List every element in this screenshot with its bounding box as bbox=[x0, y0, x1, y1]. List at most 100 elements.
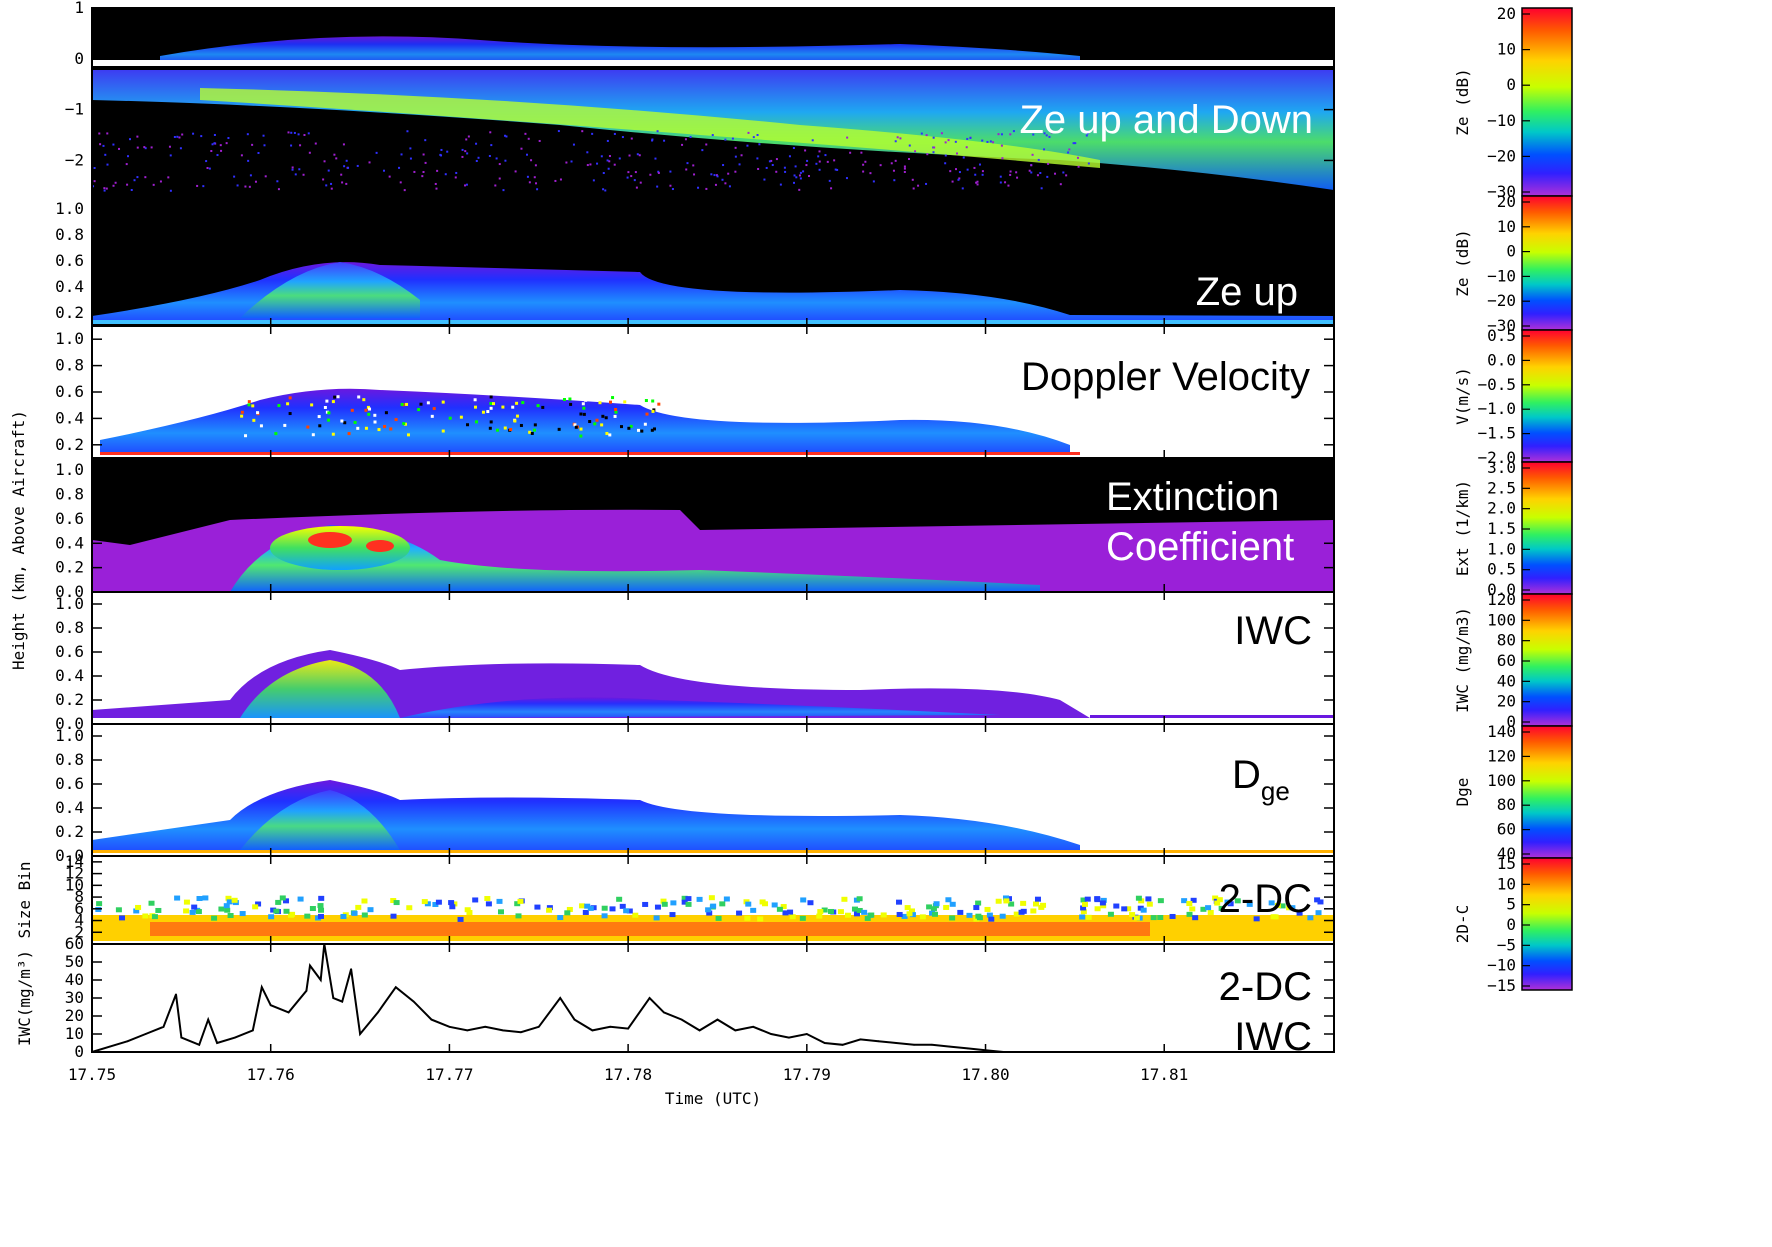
iwc-point bbox=[573, 1018, 576, 1021]
panel-overlay-label: 2-DC bbox=[1219, 877, 1312, 921]
x-tick-label: 17.75 bbox=[68, 1065, 116, 1084]
panel-overlay-label: IWC bbox=[1234, 1015, 1312, 1059]
y-tick-label: 30 bbox=[65, 988, 84, 1007]
y-tick-label: 12 bbox=[65, 864, 84, 883]
colorbar-tick-label: −30 bbox=[1487, 182, 1516, 201]
colorbar-label: Ze (dB) bbox=[1453, 68, 1472, 135]
heatmap-image bbox=[92, 895, 1334, 941]
colorbar-gradient bbox=[1521, 857, 1573, 991]
overlay-label-text: Ze up and Down bbox=[1019, 98, 1313, 142]
y-tick-label: 10 bbox=[65, 875, 84, 894]
y-tick-label: 1.0 bbox=[55, 329, 84, 348]
panel-overlay-label: 2-DC bbox=[1219, 965, 1312, 1009]
colorbar-1: 20 10 0 −10 −20 −30 Ze (dB) bbox=[1453, 4, 1573, 201]
colorbar-tick-label: 60 bbox=[1497, 651, 1516, 670]
iwc-point bbox=[877, 1040, 880, 1043]
y-tick-label: 0.8 bbox=[55, 225, 84, 244]
y-tick-label: 0.6 bbox=[55, 251, 84, 270]
colorbar-tick-label: −0.5 bbox=[1477, 375, 1516, 394]
heatmap-image bbox=[92, 262, 1334, 324]
x-tick-label: 17.77 bbox=[425, 1065, 473, 1084]
y-tick-label: 6 bbox=[74, 899, 84, 918]
colorbar-tick-label: −2.0 bbox=[1477, 448, 1516, 467]
iwc-point bbox=[859, 1038, 862, 1041]
iwc-point bbox=[234, 1036, 236, 1039]
x-axis-title: Time (UTC) bbox=[665, 1089, 761, 1108]
y-tick-label: 1.0 bbox=[55, 199, 84, 218]
heatmap-image bbox=[92, 780, 1334, 853]
colorbar-tick-label: 100 bbox=[1487, 610, 1516, 629]
panel-overlay-label: Dge bbox=[1232, 753, 1290, 806]
colorbar-2: 20 10 0 −10 −20 −30 Ze (dB) bbox=[1453, 192, 1573, 335]
colorbar-tick-label: 0.5 bbox=[1487, 326, 1516, 345]
colorbar-gradient bbox=[1521, 725, 1573, 859]
y-tick-label: 0.6 bbox=[55, 642, 84, 661]
overlay-label-text: 2-DC bbox=[1219, 877, 1312, 921]
colorbar-label: Ze (dB) bbox=[1453, 229, 1472, 296]
panel-y-axis-title: Size Bin bbox=[15, 861, 34, 938]
overlay-label-text: Ze up bbox=[1196, 270, 1298, 314]
colorbar-3: 0.5 0.0 −0.5 −1.0 −1.5 −2.0 V(m/s) bbox=[1453, 326, 1573, 467]
colorbar-tick-label: −20 bbox=[1487, 291, 1516, 310]
iwc-point bbox=[287, 1011, 290, 1014]
y-tick-label: 0.4 bbox=[55, 666, 84, 685]
overlay-label-text: D bbox=[1232, 753, 1261, 797]
y-tick-label: 20 bbox=[65, 1006, 84, 1025]
iwc-point bbox=[841, 1043, 844, 1046]
iwc-point bbox=[269, 1004, 272, 1007]
colorbar-tick-label: −1.5 bbox=[1477, 424, 1516, 443]
iwc-point bbox=[966, 1047, 969, 1050]
iwc-point bbox=[716, 1018, 719, 1021]
colorbar-tick-label: 80 bbox=[1497, 631, 1516, 650]
y-tick-label: 0.4 bbox=[55, 408, 84, 427]
iwc-point bbox=[770, 1033, 772, 1035]
y-tick-label: 0.0 bbox=[55, 582, 84, 601]
colorbar-tick-label: 0.0 bbox=[1487, 350, 1516, 369]
y-tick-label: 0.0 bbox=[55, 714, 84, 733]
iwc-point bbox=[207, 1018, 210, 1021]
iwc-point bbox=[162, 1025, 165, 1028]
heatmap-image bbox=[100, 388, 1080, 455]
colorbar-tick-label: 0.5 bbox=[1487, 560, 1516, 579]
colorbar-6: 140 120 100 80 60 40 Dge bbox=[1453, 722, 1573, 863]
y-tick-label: 40 bbox=[65, 970, 84, 989]
y-tick-label: 0.4 bbox=[55, 277, 84, 296]
iwc-point bbox=[350, 968, 353, 971]
panel-4: 1.0 0.8 0.6 0.4 0.2 0.0 bbox=[55, 457, 1335, 601]
iwc-point bbox=[412, 1000, 415, 1003]
iwc-point bbox=[609, 1025, 612, 1028]
panel-overlay-label: Ze up bbox=[1196, 270, 1298, 314]
iwc-point bbox=[430, 1018, 433, 1021]
colorbar-tick-label: 2.5 bbox=[1487, 478, 1516, 497]
iwc-point bbox=[537, 1025, 540, 1028]
y-tick-label: 1.0 bbox=[55, 460, 84, 479]
y-tick-label: 0.8 bbox=[55, 750, 84, 769]
colorbar-tick-label: 20 bbox=[1497, 692, 1516, 711]
y-tick-label: 50 bbox=[65, 952, 84, 971]
iwc-point bbox=[251, 1029, 254, 1032]
iwc-point bbox=[931, 1043, 933, 1046]
y-tick-label: 0.0 bbox=[55, 846, 84, 865]
y-tick-label: 0.8 bbox=[55, 356, 84, 375]
iwc-point bbox=[126, 1040, 129, 1043]
y-tick-label: 0.2 bbox=[55, 822, 84, 841]
shared-y-axis-title: Height (km, Above Aircraft) bbox=[9, 410, 28, 670]
colorbar-tick-label: 0.0 bbox=[1487, 580, 1516, 599]
iwc-point bbox=[559, 997, 562, 999]
colorbar-tick-label: 120 bbox=[1487, 746, 1516, 765]
y-tick-label: 60 bbox=[65, 934, 84, 953]
x-tick-label: 17.81 bbox=[1140, 1065, 1188, 1084]
iwc-point bbox=[466, 1029, 469, 1032]
iwc-point bbox=[752, 1025, 755, 1028]
iwc-point bbox=[305, 989, 308, 992]
colorbar-tick-label: −10 bbox=[1487, 956, 1516, 975]
y-tick-label: 0.2 bbox=[55, 558, 84, 577]
panel-background bbox=[92, 944, 1334, 1052]
colorbar-tick-label: 15 bbox=[1497, 854, 1516, 873]
y-tick-label: 1.0 bbox=[55, 594, 84, 613]
panel-overlay-label: Ze up and Down bbox=[1019, 98, 1313, 142]
iwc-point bbox=[591, 1029, 594, 1032]
